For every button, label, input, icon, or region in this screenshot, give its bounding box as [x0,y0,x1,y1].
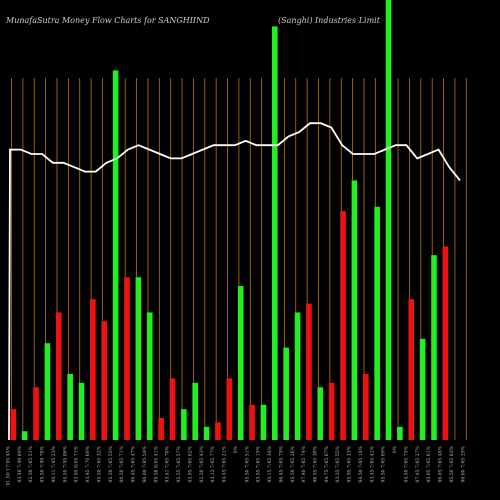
bar [101,321,108,440]
x-tick-label: 95.50 7:65 83% [449,445,455,482]
bar [397,426,403,440]
bar [21,431,28,440]
x-tick-label: 95.50 7:65 51% [244,445,250,482]
x-tick-label: 93.95 7:65 62% [187,445,193,482]
x-tick-label: 94.45 7:65 21% [222,445,228,482]
bar [351,180,358,440]
bar [33,387,39,440]
chart-title: MunafaSutra Money Flow Charts for SANGHI… [5,16,210,25]
x-tick-label: 96.55 7:65 38% [312,445,318,482]
x-tick-label: 93.95 8:05 71% [74,445,80,482]
chart-subtitle: (Sanghi) Industries Limit [278,16,381,25]
x-tick-label: 97.40 7:65 74% [301,445,307,482]
bar [78,382,85,440]
x-tick-label: 97.45 7:65 27% [415,445,421,482]
bar [374,206,380,440]
bar [408,299,415,440]
bar [283,347,289,440]
x-tick-label: 92.50 7:65 43% [199,445,205,482]
bar [431,255,437,440]
bar [67,374,73,440]
bar [181,409,187,440]
x-tick-label: 94.50 7:65 18% [358,445,364,482]
money-flow-line [8,122,461,441]
bar [158,418,164,440]
bar [135,277,142,440]
bar [215,422,221,440]
x-tick-label: 93.12 7:65 77% [210,445,216,482]
bar [203,426,210,440]
x-tick-label: 89.58 8:05 41% [153,445,159,482]
x-tick-label: 95.50 7:65 26% [290,445,296,482]
x-tick-label: 95.15 7:65 34% [267,445,273,482]
x-tick-label: 93.41 7:65 78% [165,445,171,482]
bar [272,26,278,441]
x-tick-labels: 91.50 17:95 45% 93.48 7:90 89% 92.50 7:65 … [6,445,467,485]
x-tick-label: 94.50 7:65 75% [403,445,409,482]
bar [10,409,17,440]
bar [317,387,324,440]
bar [306,303,312,440]
x-tick-label: 96.05 7:65 48% [438,445,444,482]
x-tick-label: 90.45 7:65 47% [131,445,137,482]
x-tick-label: 0% [392,445,398,453]
x-tick-label: 93.45 7:70 60% [85,445,91,482]
x-tick-label: 91.50 17:95 45% [6,445,12,485]
x-tick-label: 95.05 7:65 61% [426,445,432,482]
bar [169,378,176,440]
bar [192,382,199,440]
x-tick-label: 95.50 7:65 89% [381,445,387,482]
bar [362,374,369,440]
x-tick-label: 93.55 7:65 19% [256,445,262,482]
x-tick-label: 93.48 7:90 89% [17,445,23,482]
x-tick-label: 95.50 7:65 32% [96,445,102,482]
bar [90,299,96,440]
x-tick-label: 93.35 7:65 55% [335,445,341,482]
x-tick-label: 96.45 7:65 79% [278,445,284,482]
bar [328,382,335,440]
bar [226,378,233,440]
x-tick-label: 96.00 7:85 59% [142,445,148,482]
x-tick-label: 92.50 7:65 51% [28,445,34,482]
x-tick-label: 95.50 7:65 55% [108,445,114,482]
bar [237,286,244,440]
x-tick-label: 90.50 7:65 71% [119,445,125,482]
bar [385,0,392,440]
bar [442,246,449,440]
bar [146,312,153,440]
bar [112,70,119,441]
x-tick-label: 90.11 7:95 23% [51,445,57,482]
x-tick-label: 94.75 7:65 67% [324,445,330,482]
x-tick-label: 96.00 7:65 29% [460,445,466,482]
bar [249,404,255,440]
x-tick-label: 95.55 7:65 57% [176,445,182,482]
bar [340,211,346,440]
bar [260,404,267,440]
bars [10,0,449,441]
x-tick-label: 0% [233,445,239,453]
x-tick-label: 94.50 7:95 86% [62,445,68,482]
x-tick-label: 95.50 7:90 76% [40,445,46,482]
bar [44,343,51,440]
bar [419,338,426,440]
bar [124,277,130,440]
money-flow-line-layer [8,122,461,441]
x-tick-label: 93.45 7:65 42% [369,445,375,482]
bar [294,312,301,440]
x-tick-label: 95.95 7:65 33% [347,445,353,482]
bar [55,312,62,440]
